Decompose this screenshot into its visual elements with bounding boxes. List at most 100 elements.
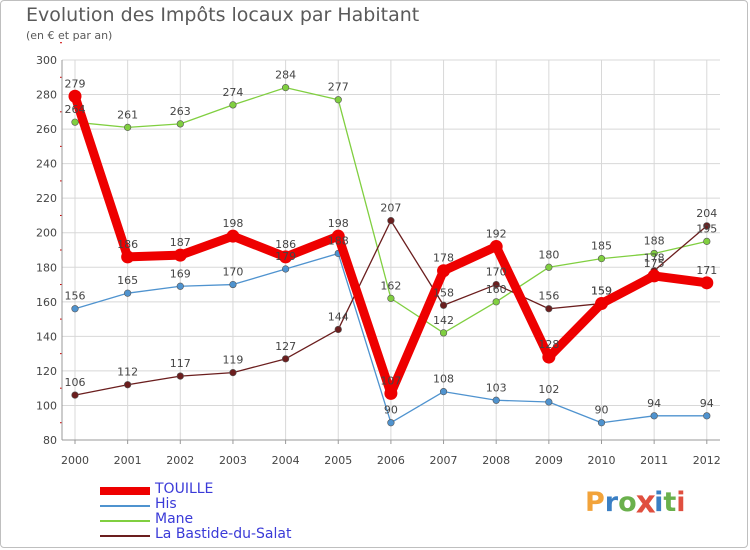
data-point	[492, 280, 500, 289]
data-point	[647, 269, 661, 283]
data-label: 144	[328, 310, 349, 323]
data-label: 187	[170, 236, 191, 249]
data-point	[650, 249, 658, 258]
y-tick-label: 260	[36, 123, 57, 136]
data-point	[439, 301, 448, 309]
data-label: 102	[538, 383, 559, 396]
legend-swatch	[100, 520, 150, 522]
data-label: 279	[65, 77, 86, 90]
data-label: 198	[328, 217, 349, 230]
x-tick-label: 2002	[166, 454, 194, 467]
data-point	[439, 329, 448, 337]
data-point	[703, 412, 711, 420]
data-label: 195	[696, 222, 717, 235]
legend-swatch	[100, 487, 150, 495]
data-point	[279, 250, 293, 264]
x-tick-label: 2000	[61, 454, 89, 467]
data-point	[282, 84, 290, 92]
data-point	[229, 101, 237, 109]
legend-item: His	[100, 496, 360, 513]
legend-label: Mane	[155, 511, 194, 527]
data-point	[282, 355, 290, 363]
data-label: 178	[433, 252, 454, 265]
data-point	[595, 297, 608, 311]
x-tick-label: 2011	[640, 454, 668, 467]
data-label: 186	[275, 238, 296, 251]
data-label: 170	[486, 266, 507, 279]
data-label: 188	[644, 234, 665, 247]
data-label: 119	[222, 354, 243, 367]
data-label: 103	[486, 381, 507, 394]
data-point	[387, 217, 395, 225]
proxiti-logo: Proxiti	[585, 485, 686, 521]
data-label: 90	[384, 404, 398, 417]
logo-letter: i	[654, 487, 664, 518]
data-label: 158	[433, 286, 454, 299]
data-point	[229, 369, 237, 377]
data-label: 159	[591, 285, 612, 298]
y-tick-label: 240	[36, 158, 57, 171]
data-label: 192	[486, 228, 507, 241]
data-point	[71, 391, 79, 399]
legend-swatch	[100, 505, 150, 507]
data-label: 188	[328, 234, 349, 247]
data-label: 127	[275, 340, 296, 353]
data-label: 179	[275, 250, 296, 263]
data-point	[700, 276, 714, 290]
logo-letter: i	[676, 487, 686, 518]
data-label: 169	[170, 267, 191, 280]
logo-letter: o	[618, 487, 637, 518]
data-label: 165	[117, 274, 138, 287]
y-tick-label: 160	[36, 296, 57, 309]
y-tick-label: 100	[36, 399, 57, 412]
data-label: 156	[65, 290, 86, 303]
data-label: 117	[170, 357, 191, 370]
data-label: 106	[65, 376, 86, 389]
data-label: 207	[380, 202, 401, 215]
data-label: 264	[65, 103, 86, 116]
y-tick-label: 220	[36, 192, 57, 205]
data-point	[282, 265, 290, 273]
data-point	[68, 89, 82, 103]
data-point	[492, 298, 500, 306]
data-label: 162	[380, 279, 401, 292]
x-tick-label: 2009	[535, 454, 563, 467]
chart-title: Evolution des Impôts locaux par Habitant	[26, 4, 420, 26]
data-point	[334, 96, 342, 104]
legend-item: TOUILLE	[100, 481, 360, 498]
data-point	[597, 419, 606, 427]
x-tick-label: 2012	[693, 454, 721, 467]
data-point	[703, 222, 711, 230]
data-label: 142	[433, 314, 454, 327]
data-point	[545, 263, 553, 271]
data-label: 175	[644, 257, 665, 270]
x-tick-label: 2006	[377, 454, 405, 467]
data-point	[545, 305, 553, 313]
data-point	[439, 388, 448, 396]
data-point	[176, 372, 184, 380]
y-tick-label: 80	[43, 434, 57, 447]
y-tick-label: 140	[36, 330, 57, 343]
data-point	[229, 280, 237, 289]
data-point	[387, 294, 395, 302]
legend-item: La Bastide-du-Salat	[100, 526, 360, 543]
data-label: 94	[700, 397, 714, 410]
x-tick-label: 2010	[588, 454, 616, 467]
data-label: 94	[647, 397, 661, 410]
data-point	[650, 412, 658, 420]
legend: TOUILLE His Mane La Bastide-du-Salat	[100, 481, 360, 543]
data-label: 204	[696, 207, 717, 220]
data-label: 171	[696, 264, 717, 277]
data-point	[492, 396, 500, 404]
legend-label: TOUILLE	[155, 481, 214, 497]
data-point	[226, 229, 240, 243]
data-label: 261	[117, 108, 138, 121]
data-label: 108	[433, 373, 454, 386]
data-point	[124, 289, 132, 297]
data-point	[703, 237, 711, 245]
data-point	[545, 398, 553, 406]
data-point	[71, 118, 79, 126]
x-tick-label: 2003	[219, 454, 247, 467]
x-tick-label: 2007	[430, 454, 458, 467]
